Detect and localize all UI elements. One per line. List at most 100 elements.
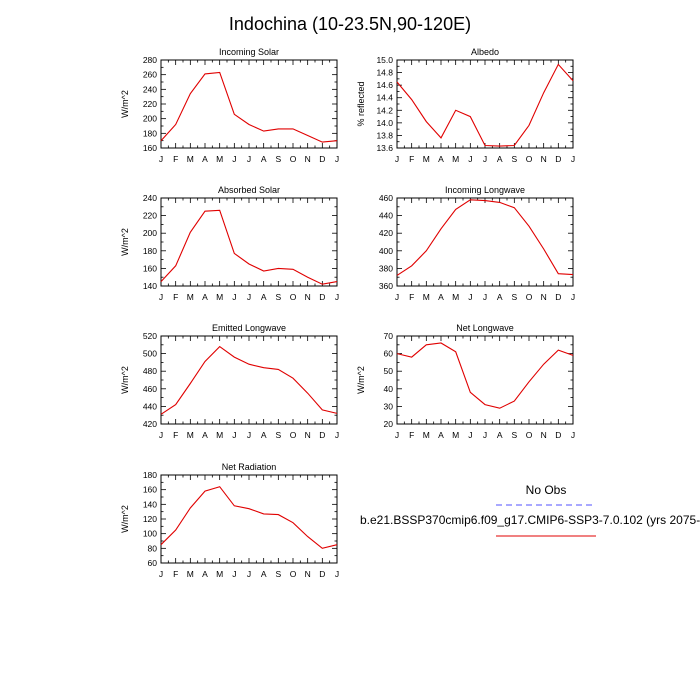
y-tick-label: 180	[143, 470, 157, 480]
x-tick-label: O	[290, 292, 297, 302]
x-tick-label: N	[305, 569, 311, 579]
y-tick-label: 14.2	[376, 105, 393, 115]
y-tick-label: 160	[143, 263, 157, 273]
x-tick-label: M	[187, 154, 194, 164]
x-tick-label: J	[483, 292, 487, 302]
x-tick-label: M	[187, 292, 194, 302]
plot-frame	[160, 474, 338, 564]
y-tick-label: 180	[143, 246, 157, 256]
y-tick-label: 14.4	[376, 93, 393, 103]
x-tick-label: O	[526, 430, 533, 440]
x-tick-label: M	[187, 569, 194, 579]
x-tick-label: J	[468, 292, 472, 302]
x-tick-label: A	[438, 154, 444, 164]
x-tick-label: J	[232, 292, 236, 302]
x-tick-label: D	[319, 430, 325, 440]
x-tick-label: O	[526, 154, 533, 164]
y-tick-label: 14.8	[376, 68, 393, 78]
y-tick-label: 60	[148, 558, 158, 568]
main-title: Indochina (10-23.5N,90-120E)	[229, 14, 471, 34]
x-tick-label: J	[571, 430, 575, 440]
x-tick-label: J	[335, 154, 339, 164]
y-tick-label: 70	[384, 331, 394, 341]
panel-title: Incoming Longwave	[445, 185, 525, 195]
panel-title: Emitted Longwave	[212, 323, 286, 333]
x-tick-label: S	[511, 430, 517, 440]
y-tick-label: 60	[384, 349, 394, 359]
y-tick-label: 13.8	[376, 130, 393, 140]
x-tick-label: A	[202, 292, 208, 302]
y-tick-label: 30	[384, 401, 394, 411]
x-tick-label: D	[319, 569, 325, 579]
x-tick-label: D	[319, 154, 325, 164]
y-tick-label: 200	[143, 228, 157, 238]
y-tick-label: 420	[379, 228, 393, 238]
x-tick-label: F	[173, 430, 178, 440]
x-tick-label: M	[216, 292, 223, 302]
x-tick-label: A	[261, 154, 267, 164]
y-tick-label: 13.6	[376, 143, 393, 153]
x-tick-label: N	[305, 292, 311, 302]
x-tick-label: F	[409, 430, 414, 440]
plot-frame	[396, 335, 574, 425]
x-tick-label: J	[395, 430, 399, 440]
x-tick-label: A	[202, 569, 208, 579]
x-tick-label: A	[261, 292, 267, 302]
y-tick-label: 160	[143, 485, 157, 495]
x-tick-label: A	[497, 292, 503, 302]
x-tick-label: J	[483, 154, 487, 164]
x-tick-label: D	[555, 154, 561, 164]
plot-frame	[396, 59, 574, 149]
x-tick-label: J	[335, 292, 339, 302]
x-tick-label: N	[541, 154, 547, 164]
x-tick-label: J	[232, 154, 236, 164]
plot-frame	[160, 59, 338, 149]
y-tick-label: 440	[379, 211, 393, 221]
x-tick-label: A	[261, 430, 267, 440]
x-tick-label: F	[173, 569, 178, 579]
x-tick-label: S	[275, 430, 281, 440]
y-tick-label: 20	[384, 419, 394, 429]
x-tick-label: O	[290, 430, 297, 440]
y-tick-label: 180	[143, 128, 157, 138]
y-tick-label: 80	[148, 543, 158, 553]
y-axis-label: W/m^2	[120, 228, 130, 256]
series-line	[160, 209, 338, 285]
x-tick-label: F	[409, 154, 414, 164]
x-tick-label: A	[497, 430, 503, 440]
x-tick-label: M	[452, 154, 459, 164]
y-tick-label: 360	[379, 281, 393, 291]
x-tick-label: J	[247, 292, 251, 302]
x-tick-label: A	[497, 154, 503, 164]
x-tick-label: J	[159, 430, 163, 440]
y-tick-label: 260	[143, 70, 157, 80]
x-tick-label: S	[275, 569, 281, 579]
legend-model-label: b.e21.BSSP370cmip6.f09_g17.CMIP6-SSP3-7.…	[360, 513, 700, 527]
panel-title: Net Longwave	[456, 323, 514, 333]
x-tick-label: J	[571, 154, 575, 164]
series-line	[396, 342, 574, 409]
y-tick-label: 140	[143, 499, 157, 509]
x-tick-label: J	[247, 569, 251, 579]
x-tick-label: A	[202, 430, 208, 440]
y-tick-label: 400	[379, 246, 393, 256]
y-tick-label: 120	[143, 514, 157, 524]
y-tick-label: 200	[143, 114, 157, 124]
x-tick-label: O	[290, 569, 297, 579]
x-tick-label: N	[305, 154, 311, 164]
y-tick-label: 280	[143, 55, 157, 65]
panel-title: Albedo	[471, 47, 499, 57]
x-tick-label: M	[452, 430, 459, 440]
y-tick-label: 500	[143, 349, 157, 359]
y-tick-label: 40	[384, 384, 394, 394]
y-tick-label: 480	[143, 366, 157, 376]
x-tick-label: A	[261, 569, 267, 579]
x-tick-label: F	[173, 292, 178, 302]
x-tick-label: O	[526, 292, 533, 302]
